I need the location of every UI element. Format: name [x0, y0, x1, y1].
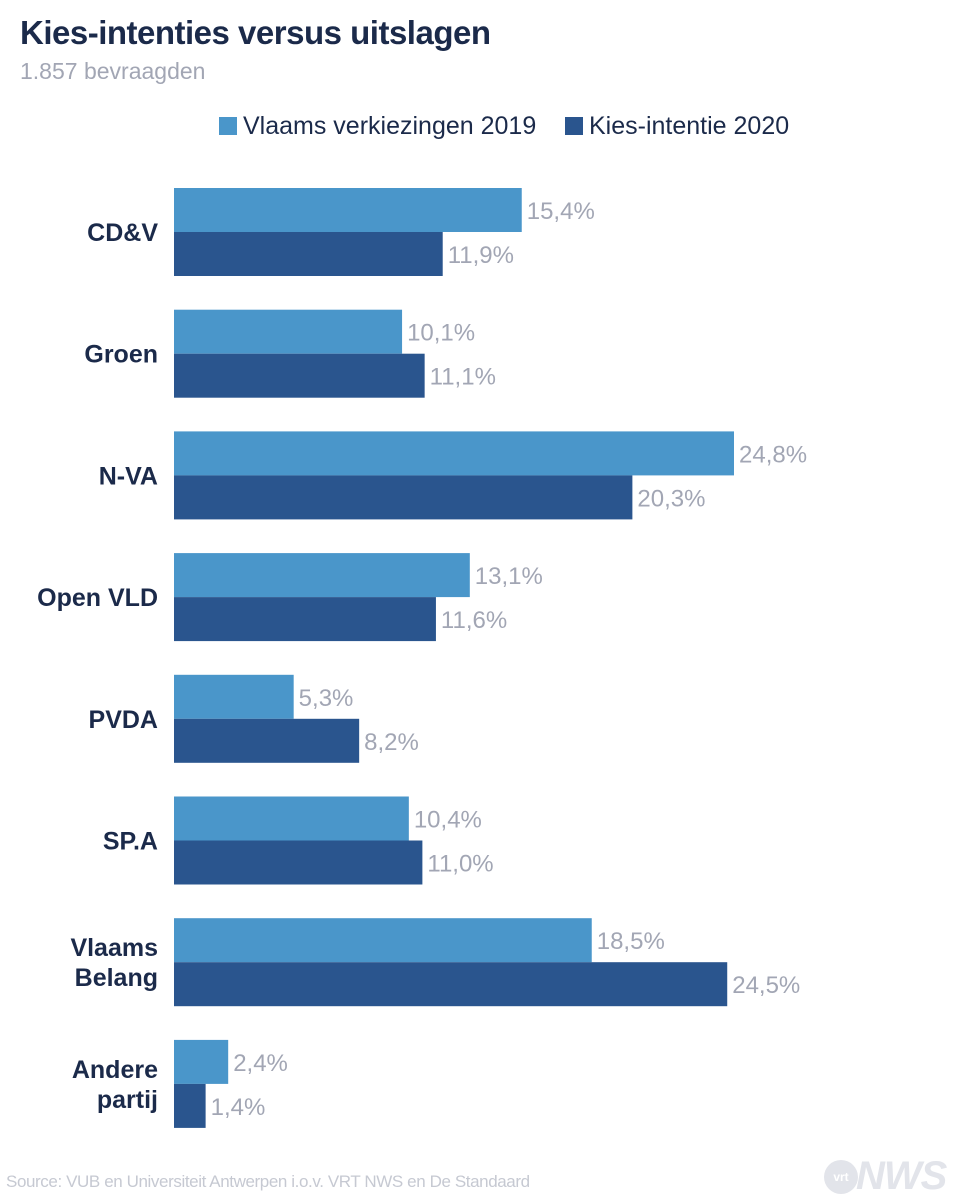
category-label: SP.A: [103, 828, 158, 856]
value-label: 2,4%: [233, 1050, 288, 1077]
category-label: CD&V: [87, 219, 158, 247]
bar-2020: [174, 597, 436, 642]
category-label: N-VA: [99, 462, 158, 490]
legend: Vlaams verkiezingen 2019 Kies-intentie 2…: [0, 110, 971, 142]
vrt-nws-logo: vrt NWS: [822, 1152, 968, 1200]
value-label: 15,4%: [527, 198, 595, 225]
value-label: 11,9%: [448, 242, 514, 269]
value-label: 11,1%: [430, 364, 496, 391]
bar-2020: [174, 232, 443, 276]
bar-chart: CD&V 15,4% 11,9% Groen 10,1% 11,1% N-VA 24,8% 20…: [37, 188, 807, 1128]
value-label: 10,1%: [407, 320, 475, 347]
value-label: 24,5%: [732, 972, 800, 999]
value-label: 5,3%: [299, 685, 354, 712]
legend-label-2020: Kies-intentie 2020: [589, 111, 790, 140]
category-label: Belang: [75, 964, 158, 992]
category-label: Groen: [84, 341, 158, 369]
chart-subtitle: 1.857 bevraagden: [20, 58, 206, 84]
value-label: 11,6%: [441, 607, 507, 634]
source-note: Source: VUB en Universiteit Antwerpen i.…: [6, 1172, 530, 1191]
value-label: 11,0%: [427, 851, 493, 878]
bar-2019: [174, 918, 592, 963]
bar-2020: [174, 840, 423, 885]
value-label: 10,4%: [414, 807, 482, 834]
bar-2019: [174, 188, 522, 232]
bar-2019: [174, 796, 409, 841]
bar-2019: [174, 431, 734, 476]
bar-2019: [174, 309, 403, 354]
category-label: Vlaams: [70, 934, 158, 962]
value-label: 8,2%: [364, 729, 419, 756]
nws-logo-text: NWS: [856, 1154, 947, 1198]
legend-swatch-2019: [219, 117, 237, 135]
category-label: Andere: [72, 1056, 158, 1084]
bar-2020: [174, 962, 728, 1007]
bar-2019: [174, 674, 294, 719]
value-label: 1,4%: [211, 1094, 266, 1121]
bar-2019: [174, 553, 470, 598]
category-label: Open VLD: [37, 584, 158, 612]
value-label: 13,1%: [475, 563, 543, 590]
value-label: 18,5%: [597, 928, 665, 955]
value-label: 20,3%: [637, 485, 705, 512]
legend-label-2019: Vlaams verkiezingen 2019: [243, 111, 537, 140]
legend-item-2020: Kies-intentie 2020: [565, 110, 789, 142]
vrt-logo-mark: vrt: [824, 1160, 858, 1194]
category-label: partij: [97, 1086, 158, 1114]
bar-2020: [174, 1083, 206, 1128]
bar-2020: [174, 475, 633, 520]
value-label: 24,8%: [739, 441, 807, 468]
chart-title: Kies-intenties versus uitslagen: [20, 14, 491, 51]
legend-swatch-2020: [565, 117, 583, 135]
bar-2019: [174, 1039, 229, 1084]
bar-2020: [174, 718, 360, 763]
legend-item-2019: Vlaams verkiezingen 2019: [219, 110, 536, 142]
bar-2020: [174, 353, 425, 398]
category-label: PVDA: [89, 706, 158, 734]
